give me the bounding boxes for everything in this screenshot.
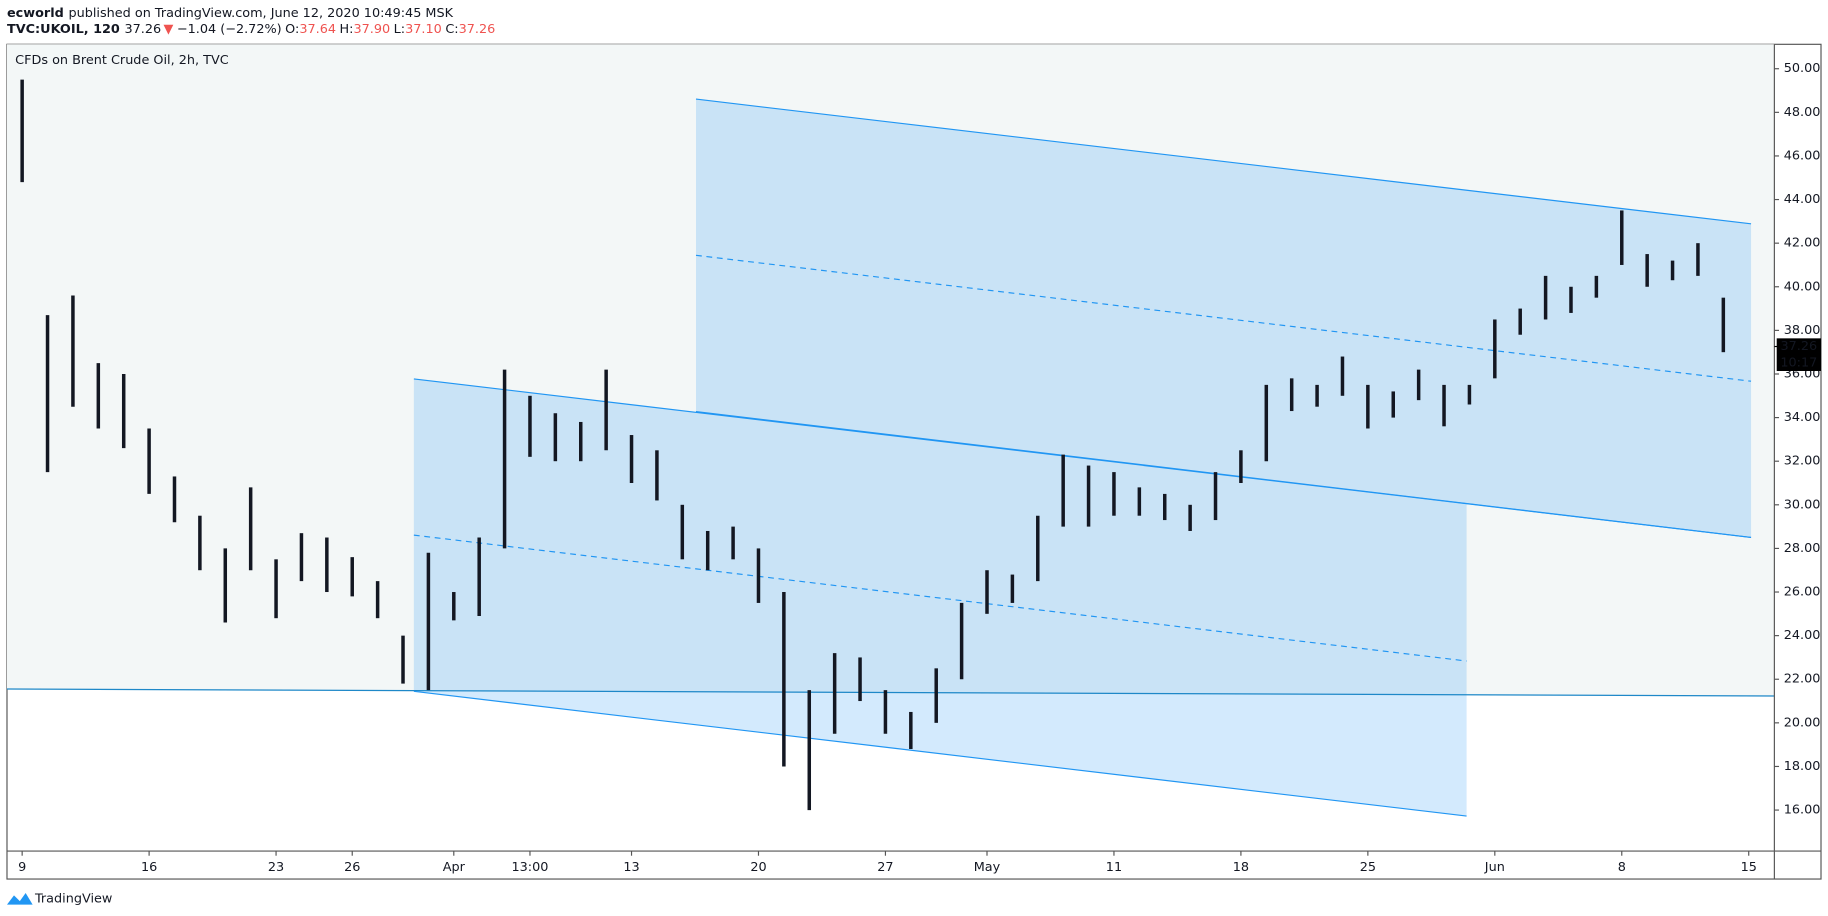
price: 37.26: [125, 22, 162, 37]
y-tick-label: 48.00: [1784, 105, 1821, 120]
y-tick-label: 22.00: [1784, 672, 1821, 687]
last-price-box: [1776, 338, 1822, 371]
channel-midline: [413, 534, 1467, 662]
x-tick-label: May: [974, 860, 1001, 875]
open: 37.64: [299, 22, 336, 37]
channel-line: [413, 690, 1467, 817]
y-tick-label: 26.00: [1784, 585, 1821, 600]
x-tick-label: 13: [623, 860, 639, 875]
close-label: C:: [445, 22, 458, 37]
y-tick-label: 24.00: [1784, 628, 1821, 643]
low-label: L:: [394, 22, 405, 37]
y-tick-label: 32.00: [1784, 454, 1821, 469]
last-price-label: 37.26: [1781, 339, 1818, 354]
chart-title: CFDs on Brent Crude Oil, 2h, TVC: [15, 53, 229, 68]
high: 37.90: [353, 22, 390, 37]
x-tick-label: 27: [877, 860, 893, 875]
symbol: TVC:UKOIL, 120: [7, 22, 120, 37]
author: ecworld: [7, 5, 64, 20]
y-tick-label: 28.00: [1784, 541, 1821, 556]
channel-line: [695, 98, 1752, 225]
y-tick-label: 38.00: [1784, 323, 1821, 338]
y-tick-label: 18.00: [1784, 759, 1821, 774]
down-arrow: ▼: [164, 22, 174, 37]
symbol-line: TVC:UKOIL, 120 37.26 ▼ −1.04 (−2.72%) O:37.6…: [7, 22, 495, 37]
x-tick-label: 11: [1106, 860, 1122, 875]
close: 37.26: [459, 22, 496, 37]
y-tick-label: 46.00: [1784, 148, 1821, 163]
brand: TradingView: [34, 891, 112, 906]
channel-line: [695, 410, 1752, 539]
y-tick-label: 16.00: [1784, 803, 1821, 818]
low: 37.10: [405, 22, 442, 37]
header-line: ecworld published on TradingView.com, Jun…: [7, 5, 454, 20]
y-tick-label: 50.00: [1784, 61, 1821, 76]
change: −1.04 (−2.72%): [177, 22, 282, 37]
published: published on TradingView.com, June 12, 2…: [68, 5, 453, 20]
x-tick-label: Apr: [443, 860, 466, 875]
x-tick-label: 18: [1233, 860, 1249, 875]
x-tick-label: 26: [344, 860, 360, 875]
x-tick-label: 9: [18, 860, 26, 875]
y-tick-label: 30.00: [1784, 497, 1821, 512]
y-tick-label: 44.00: [1784, 192, 1821, 207]
background-zone: [6, 44, 1775, 697]
logo-icon: [6, 893, 33, 905]
high-label: H:: [340, 22, 354, 37]
y-tick-label: 34.00: [1784, 410, 1821, 425]
x-tick-label: 15: [1741, 860, 1757, 875]
y-tick-label: 40.00: [1784, 279, 1821, 294]
x-tick-label: 16: [141, 860, 157, 875]
channel-fill: [695, 99, 1752, 538]
channel-midline: [695, 254, 1752, 382]
x-tick-label: 20: [750, 860, 766, 875]
drawings: [6, 98, 1775, 817]
x-tick-label: 8: [1618, 860, 1626, 875]
y-tick-label: 20.00: [1784, 715, 1821, 730]
open-label: O:: [285, 22, 299, 37]
x-tick-label: 13:00: [511, 860, 548, 875]
countdown-label: 10:17: [1780, 355, 1817, 370]
x-tick-label: 25: [1360, 860, 1376, 875]
x-tick-label: Jun: [1484, 860, 1505, 875]
y-tick-label: 42.00: [1784, 236, 1821, 251]
trend-line: [6, 688, 1775, 697]
x-tick-label: 23: [268, 860, 284, 875]
